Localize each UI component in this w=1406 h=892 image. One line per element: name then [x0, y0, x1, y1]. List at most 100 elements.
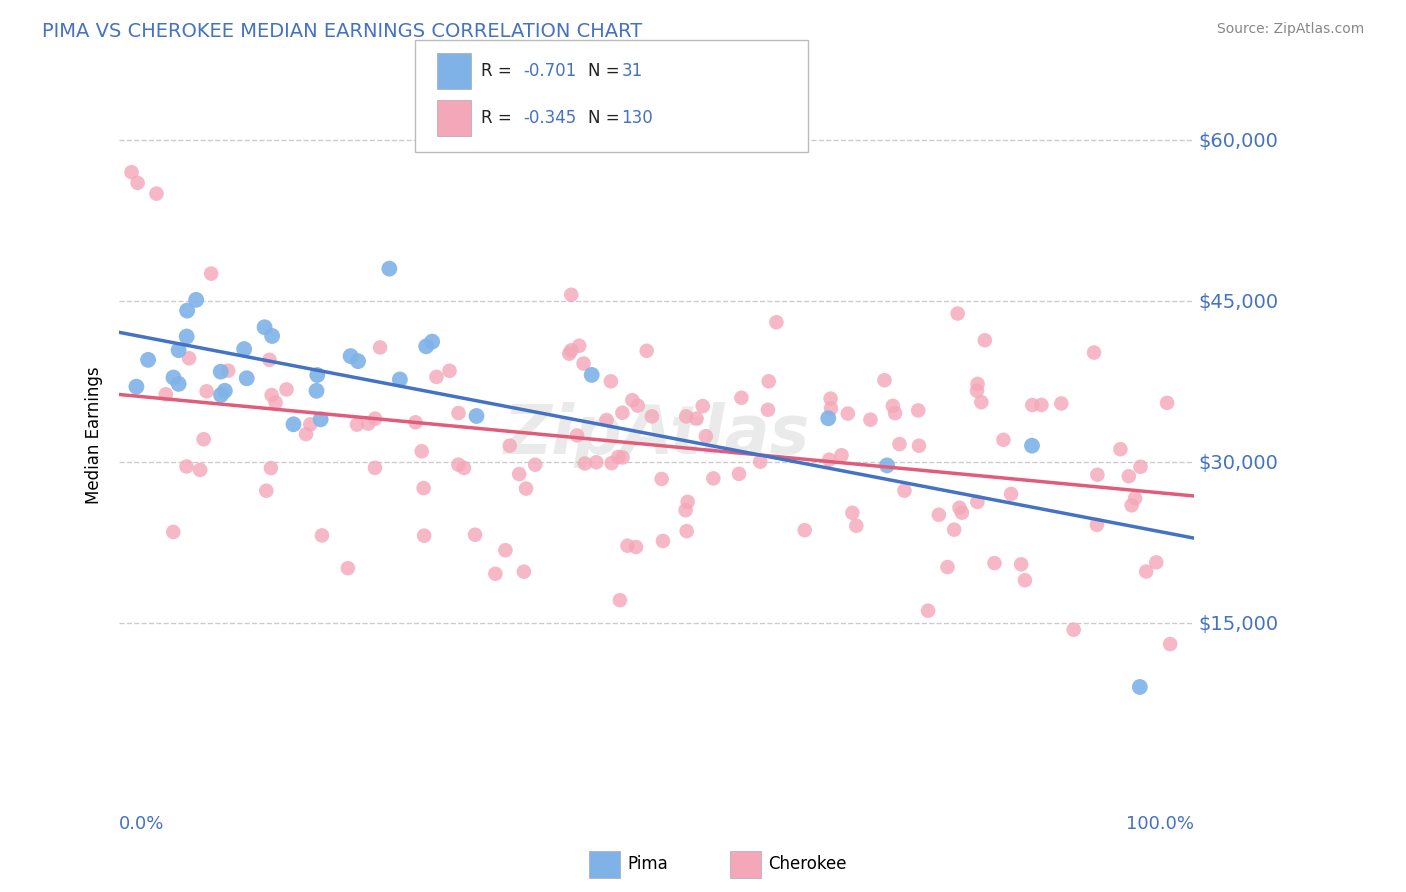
- Point: [873, 373, 896, 387]
- Point: [607, 450, 630, 464]
- Point: [378, 261, 401, 276]
- Point: [970, 395, 993, 409]
- Point: [624, 540, 647, 554]
- Point: [612, 450, 634, 465]
- Point: [651, 472, 673, 486]
- Point: [793, 523, 815, 537]
- Point: [599, 374, 621, 388]
- Point: [260, 388, 283, 402]
- Point: [465, 409, 488, 423]
- Point: [499, 439, 522, 453]
- Point: [560, 287, 582, 301]
- Point: [388, 372, 411, 386]
- Point: [233, 342, 256, 356]
- Point: [214, 384, 236, 398]
- Point: [1000, 487, 1022, 501]
- Point: [675, 524, 697, 538]
- Point: [609, 593, 631, 607]
- Text: R =: R =: [481, 109, 517, 127]
- Point: [336, 561, 359, 575]
- Point: [565, 428, 588, 442]
- Point: [155, 387, 177, 401]
- Point: [162, 370, 184, 384]
- Point: [574, 457, 596, 471]
- Point: [817, 411, 839, 425]
- Point: [253, 320, 276, 334]
- Point: [859, 412, 882, 426]
- Point: [636, 343, 658, 358]
- Text: 31: 31: [621, 62, 643, 79]
- Point: [1159, 637, 1181, 651]
- Text: N =: N =: [588, 109, 624, 127]
- Point: [177, 351, 200, 366]
- Text: R =: R =: [481, 62, 517, 79]
- Point: [264, 395, 287, 409]
- Text: -0.701: -0.701: [523, 62, 576, 79]
- Point: [1123, 491, 1146, 506]
- Point: [357, 417, 380, 431]
- Point: [494, 543, 516, 558]
- Point: [305, 384, 328, 398]
- Point: [254, 483, 277, 498]
- Point: [831, 448, 853, 462]
- Point: [585, 455, 607, 469]
- Point: [966, 384, 988, 398]
- Point: [616, 539, 638, 553]
- Point: [581, 368, 603, 382]
- Point: [283, 417, 305, 432]
- Point: [260, 461, 283, 475]
- Point: [1118, 469, 1140, 483]
- Point: [425, 369, 447, 384]
- Point: [447, 406, 470, 420]
- Point: [186, 293, 208, 307]
- Point: [368, 340, 391, 354]
- Point: [600, 456, 623, 470]
- Point: [295, 427, 318, 442]
- Point: [176, 459, 198, 474]
- Point: [966, 495, 988, 509]
- Text: 100.0%: 100.0%: [1126, 815, 1194, 833]
- Point: [1031, 398, 1053, 412]
- Point: [676, 495, 699, 509]
- Point: [412, 481, 434, 495]
- Point: [405, 415, 427, 429]
- Point: [889, 437, 911, 451]
- Point: [695, 429, 717, 443]
- Point: [948, 500, 970, 515]
- Point: [413, 529, 436, 543]
- Point: [845, 518, 868, 533]
- Point: [176, 329, 198, 343]
- Point: [309, 412, 332, 426]
- Point: [193, 432, 215, 446]
- Text: -0.345: -0.345: [523, 109, 576, 127]
- Point: [508, 467, 530, 481]
- Point: [447, 458, 470, 472]
- Point: [167, 376, 190, 391]
- Point: [524, 458, 547, 472]
- Point: [299, 417, 322, 432]
- Point: [1083, 345, 1105, 359]
- Point: [125, 379, 148, 393]
- Point: [188, 463, 211, 477]
- Point: [145, 186, 167, 201]
- Point: [652, 533, 675, 548]
- Point: [195, 384, 218, 399]
- Point: [364, 461, 387, 475]
- Point: [1156, 396, 1178, 410]
- Point: [1085, 517, 1108, 532]
- Point: [200, 267, 222, 281]
- Point: [209, 365, 232, 379]
- Point: [820, 401, 842, 416]
- Point: [966, 376, 988, 391]
- Point: [882, 399, 904, 413]
- Point: [176, 303, 198, 318]
- Point: [627, 399, 650, 413]
- Point: [259, 352, 281, 367]
- Point: [1144, 555, 1167, 569]
- Point: [730, 391, 752, 405]
- Point: [820, 392, 842, 406]
- Point: [484, 566, 506, 581]
- Y-axis label: Median Earnings: Median Earnings: [86, 366, 103, 504]
- Point: [876, 458, 898, 473]
- Point: [276, 383, 298, 397]
